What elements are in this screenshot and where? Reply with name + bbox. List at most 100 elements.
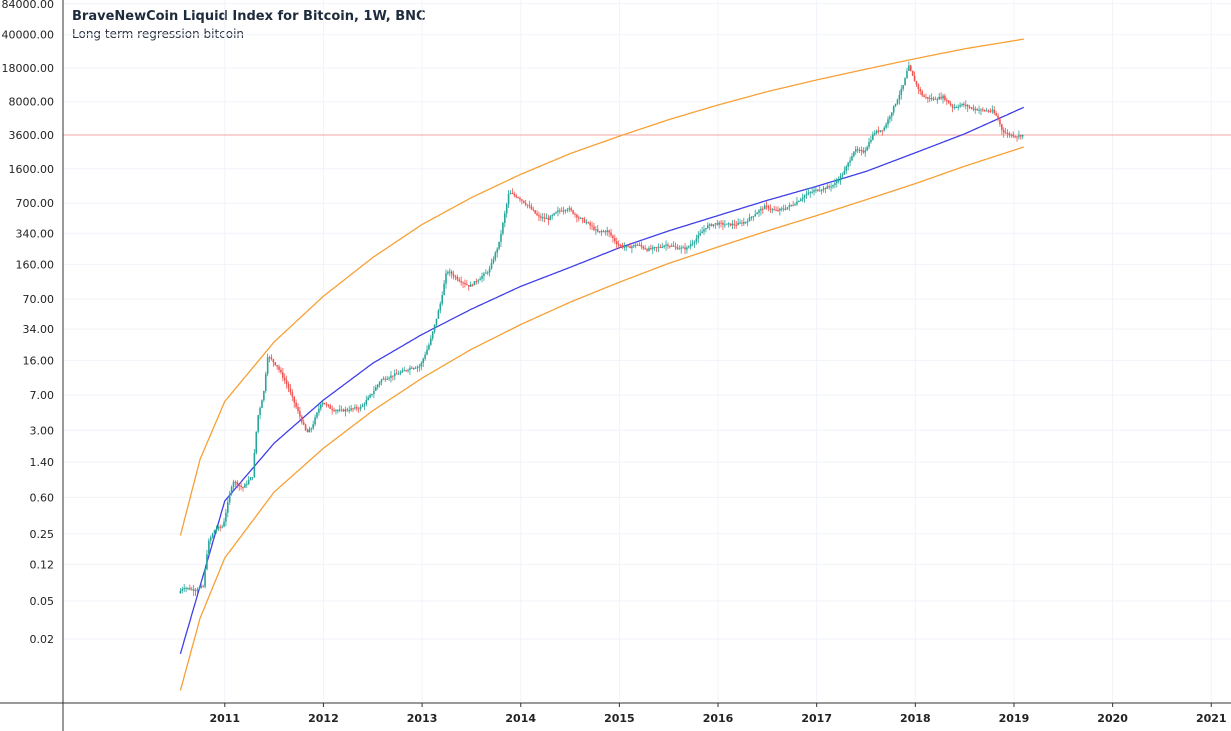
candle-body — [310, 428, 313, 430]
candle-body — [312, 424, 314, 429]
candle-body — [818, 190, 821, 192]
candle-body — [513, 193, 516, 196]
candle-body — [964, 104, 967, 106]
candle-body — [887, 119, 889, 125]
candle-body — [545, 218, 548, 220]
candle-body — [1021, 134, 1024, 137]
candle-body — [414, 367, 417, 369]
candle-body — [834, 183, 836, 186]
candle-body — [255, 431, 258, 454]
candle-body — [724, 224, 726, 226]
candle-body — [228, 493, 231, 503]
candle-body — [475, 281, 478, 283]
candle-body — [974, 108, 977, 110]
candle-body — [492, 259, 495, 263]
candle-body — [318, 408, 320, 413]
candle-body — [777, 210, 779, 212]
candle-body — [460, 281, 462, 283]
candle-body — [727, 223, 730, 225]
candle-body — [947, 100, 950, 104]
candle-body — [382, 378, 385, 380]
candle-body — [581, 217, 584, 219]
candle-body — [340, 409, 343, 411]
candle-body — [264, 373, 267, 392]
candle-body — [612, 235, 614, 239]
candle-body — [813, 190, 815, 192]
candle-body — [221, 526, 223, 528]
candle-body — [299, 411, 301, 417]
candle-body — [538, 215, 540, 217]
candle-body — [331, 408, 333, 411]
candle-body — [219, 526, 222, 528]
candle-body — [251, 477, 254, 479]
candle-body — [650, 248, 652, 250]
candle-body — [319, 404, 322, 409]
candle-body — [374, 387, 377, 391]
candle-body — [196, 589, 199, 591]
candle-body — [209, 537, 212, 541]
y-tick-label: 3.00 — [30, 424, 55, 437]
candle-body — [365, 400, 368, 404]
x-tick-label: 2017 — [801, 712, 832, 725]
candle-body — [845, 166, 848, 171]
candle-body — [701, 231, 703, 234]
candle-body — [756, 212, 758, 215]
candle-body — [393, 373, 396, 377]
y-tick-label: 70.00 — [23, 293, 55, 306]
candle-body — [397, 373, 400, 375]
candle-body — [293, 396, 296, 403]
candle-body — [925, 97, 927, 99]
candle-body — [891, 112, 893, 117]
candle-body — [291, 392, 294, 397]
candle-body — [911, 70, 914, 76]
candle-body — [835, 181, 838, 184]
candle-body — [247, 480, 250, 484]
candle-body — [706, 225, 709, 229]
candle-body — [718, 222, 720, 225]
candle-body — [921, 91, 923, 96]
candle-body — [562, 210, 565, 212]
candle-body — [640, 244, 643, 247]
candle-body — [978, 109, 980, 111]
candle-body — [782, 208, 785, 210]
candle-body — [557, 210, 559, 213]
candles — [179, 61, 1024, 597]
candle-body — [904, 78, 906, 86]
candle-body — [803, 195, 806, 198]
candle-body — [729, 223, 732, 226]
candle-body — [944, 95, 946, 101]
candle-body — [329, 405, 332, 409]
candle-body — [875, 130, 878, 134]
candle-body — [585, 222, 588, 224]
candle-body — [739, 222, 741, 224]
x-tick-label: 2021 — [1196, 712, 1227, 725]
candle-body — [194, 590, 197, 592]
candle-body — [949, 103, 952, 106]
candle-body — [441, 295, 443, 304]
candle-body — [725, 223, 728, 225]
candle-body — [467, 284, 470, 287]
candle-body — [560, 210, 563, 212]
candle-body — [263, 391, 265, 401]
y-tick-label: 40000.00 — [2, 29, 55, 42]
candle-body — [896, 99, 899, 104]
y-tick-label: 340.00 — [16, 227, 55, 240]
candle-body — [670, 245, 673, 247]
candle-body — [655, 247, 658, 249]
candle-body — [748, 217, 751, 222]
candle-body — [864, 150, 867, 153]
candle-body — [688, 246, 690, 248]
candle-body — [376, 384, 379, 388]
candle-body — [466, 284, 468, 286]
candle-body — [691, 243, 694, 245]
candle-body — [356, 407, 358, 409]
candle-body — [530, 206, 533, 210]
candle-body — [503, 213, 506, 223]
candle-body — [469, 284, 472, 287]
candle-body — [873, 133, 876, 135]
candle-body — [352, 408, 354, 410]
candle-body — [678, 248, 681, 250]
candle-body — [337, 410, 339, 412]
candle-body — [953, 107, 956, 109]
